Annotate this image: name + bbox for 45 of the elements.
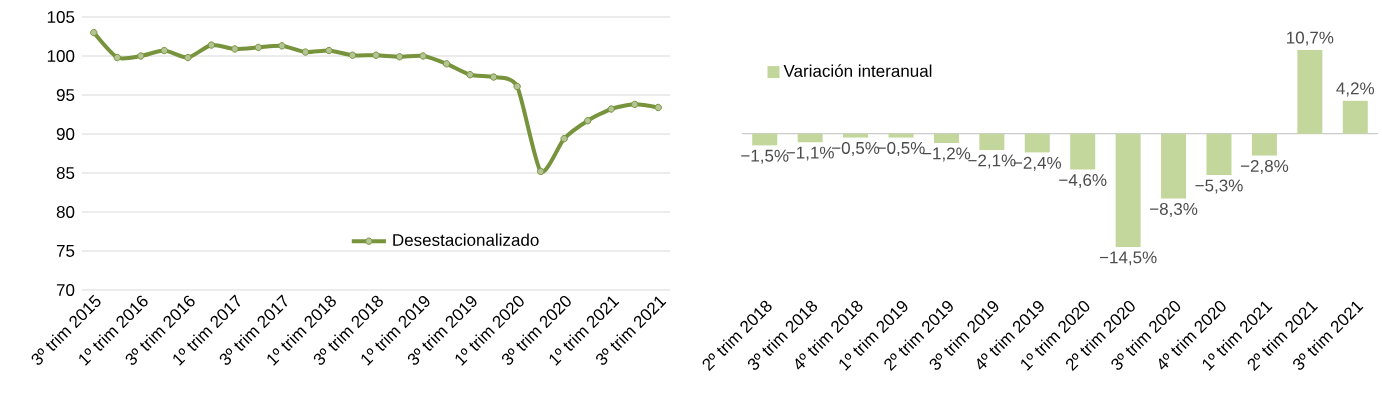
point [631, 100, 639, 109]
data-label: −4,6% [1059, 174, 1107, 189]
y-tick-label: 100 [47, 49, 75, 62]
point [254, 43, 263, 52]
point [419, 52, 427, 60]
data-label: −8,3% [1150, 202, 1198, 217]
point [231, 45, 239, 53]
point [207, 41, 216, 49]
data-label: 4,2% [1336, 82, 1375, 97]
point [583, 117, 592, 125]
y-tick-label: 95 [56, 88, 75, 101]
legend-label: Variación interanual [783, 64, 932, 77]
point [607, 105, 615, 113]
data-label: −2,1% [968, 154, 1016, 169]
point [489, 73, 498, 81]
y-tick-label: 80 [56, 205, 75, 218]
data-label: −2,4% [1013, 156, 1062, 171]
point [325, 46, 333, 55]
point [348, 51, 357, 59]
data-label: −5,3% [1195, 179, 1243, 194]
point [560, 134, 568, 143]
legend-label: Desestacionalizado [393, 233, 539, 246]
y-tick-label: 105 [47, 10, 75, 23]
point [442, 60, 451, 68]
point [466, 71, 474, 79]
y-tick-label: 85 [56, 166, 75, 179]
y-tick-label: 70 [56, 283, 75, 296]
point [372, 51, 380, 59]
data-label: −1,2% [922, 147, 971, 162]
point [278, 42, 286, 50]
point [654, 103, 662, 112]
point [184, 53, 192, 62]
data-label: 10,7% [1287, 31, 1334, 46]
point [137, 52, 145, 60]
point [513, 82, 521, 91]
point [301, 48, 310, 56]
point [536, 167, 545, 176]
point [160, 46, 169, 55]
y-tick-label: 75 [56, 245, 75, 257]
data-label: −14,5% [1099, 251, 1157, 266]
data-label: −2,8% [1240, 159, 1289, 174]
point [113, 53, 121, 62]
point [395, 53, 404, 61]
point [90, 28, 98, 37]
y-tick-label: 90 [56, 127, 75, 140]
